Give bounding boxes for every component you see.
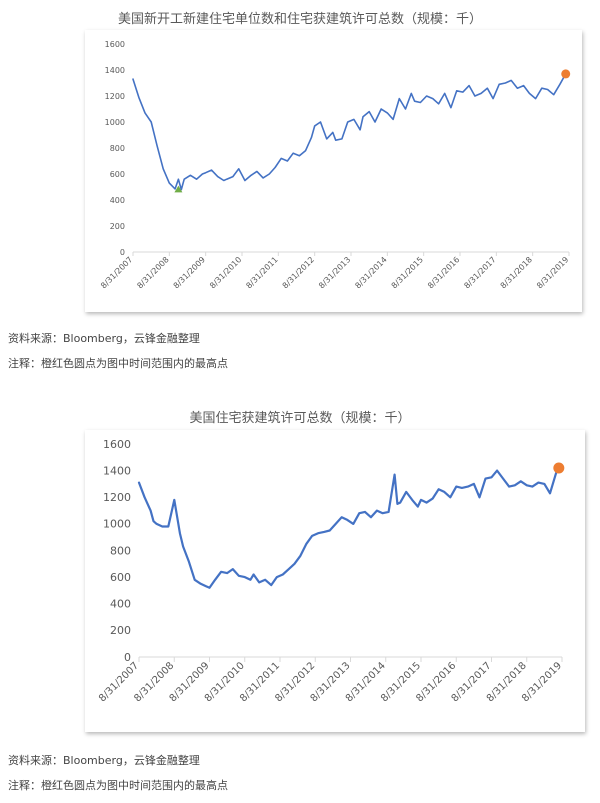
x-tick-label: 8/31/2010	[208, 255, 243, 290]
y-tick-label: 1200	[103, 491, 131, 504]
y-tick-label: 800	[110, 144, 125, 153]
chart2-title: 美国住宅获建筑许可总数（规模：千）	[189, 411, 411, 426]
min-point-marker	[174, 185, 183, 193]
chart1-source: 资料来源：Bloomberg，云锋金融整理	[8, 332, 200, 345]
y-tick-label: 600	[110, 170, 125, 179]
y-tick-label: 800	[110, 544, 131, 557]
y-tick-label: 1400	[103, 464, 131, 477]
x-tick-label: 8/31/2013	[317, 255, 352, 290]
chart2-note: 注释：橙红色圆点为图中时间范围内的最高点	[8, 779, 228, 792]
x-tick-label: 8/31/2012	[281, 255, 316, 290]
x-tick-label: 8/31/2016	[426, 255, 461, 290]
max-point-marker	[561, 69, 571, 79]
y-tick-label: 1200	[105, 92, 125, 101]
chart2-frame: 0 200 400 600 800 1000 1200 1400 1600 8/31/2007 8/…	[85, 430, 585, 732]
y-tick-label: 200	[110, 222, 125, 231]
y-tick-label: 400	[110, 598, 131, 611]
x-tick-label: 8/31/2014	[353, 255, 388, 290]
x-tick-label: 8/31/2008	[135, 255, 170, 290]
max-point-marker	[553, 462, 565, 474]
y-tick-label: 600	[110, 571, 131, 584]
x-tick-label: 8/31/2018	[499, 255, 534, 290]
chart1-frame: 0 200 400 600 800 1000 1200 1400 1600 8/31/2007 8/…	[85, 30, 582, 312]
x-tick-label: 8/31/2009	[172, 255, 207, 290]
series-line	[132, 73, 567, 191]
x-tick-label: 8/31/2011	[244, 255, 279, 290]
x-tick-label: 8/31/2017	[462, 255, 497, 290]
y-tick-label: 400	[110, 196, 125, 205]
y-tick-label: 1000	[103, 518, 131, 531]
y-tick-label: 1400	[105, 66, 125, 75]
x-tick-label: 8/31/2007	[99, 255, 134, 290]
y-tick-label: 1600	[105, 40, 125, 49]
series-line	[137, 466, 560, 589]
x-tick-label: 8/31/2015	[390, 255, 425, 290]
chart1-title: 美国新开工新建住宅单位数和住宅获建筑许可总数（规模：千）	[117, 12, 482, 27]
x-tick-label: 8/31/2019	[535, 255, 570, 290]
y-tick-label: 1000	[105, 118, 125, 127]
chart2-svg: 020040060080010001200140016008/31/20078/…	[97, 438, 565, 704]
y-tick-label: 0	[120, 248, 125, 257]
chart1-note: 注释：橙红色圆点为图中时间范围内的最高点	[8, 357, 228, 370]
y-tick-label: 0	[124, 651, 131, 664]
y-tick-label: 1600	[103, 438, 131, 451]
chart2-source: 资料来源：Bloomberg，云锋金融整理	[8, 754, 200, 767]
y-tick-label: 200	[110, 624, 131, 637]
